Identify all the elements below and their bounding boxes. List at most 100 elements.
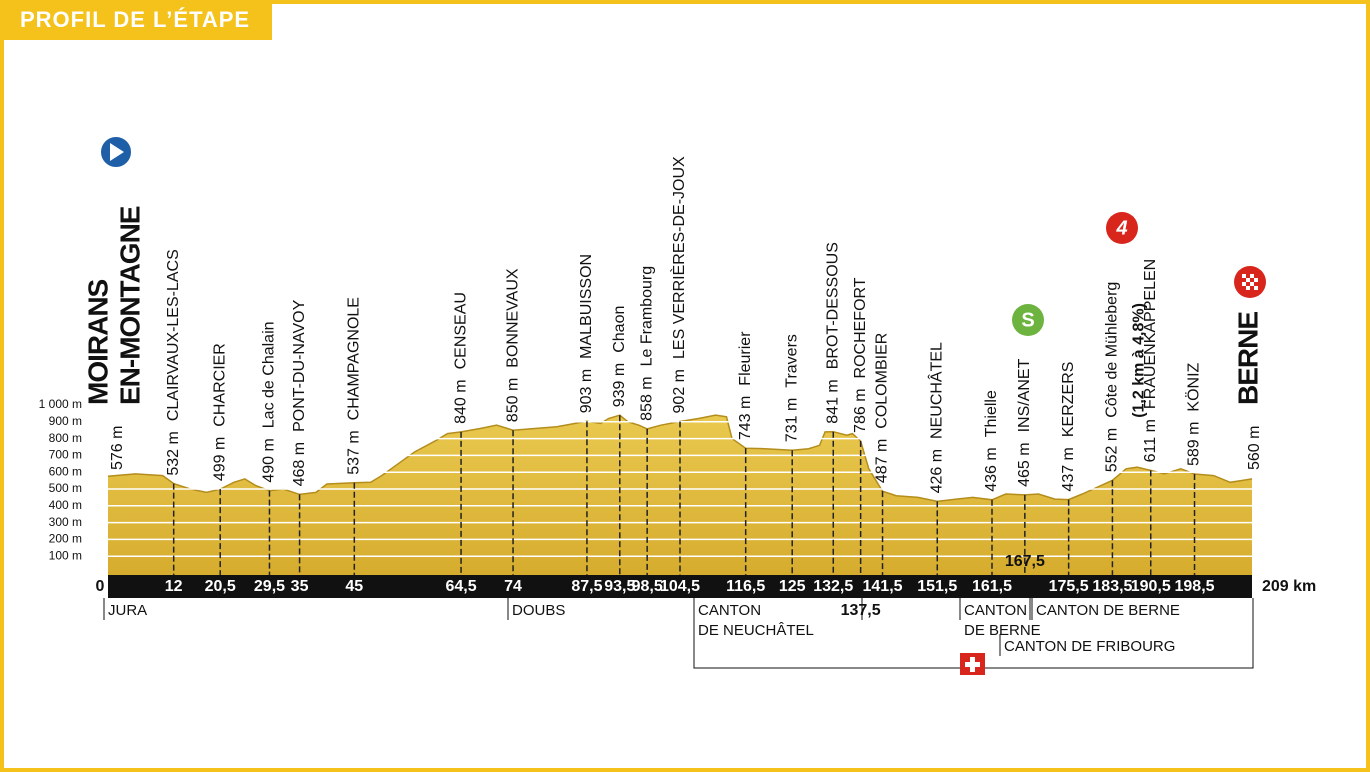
- y-tick-label: 800 m: [49, 431, 82, 445]
- region-label: CANTON DE FRIBOURG: [1004, 638, 1175, 655]
- altitude-label: 499 m: [211, 437, 228, 481]
- waypoint-name: CENSEAU: [452, 292, 469, 369]
- page-title: PROFIL DE L’ÉTAPE: [20, 7, 250, 32]
- finish-check: [1242, 282, 1246, 286]
- km-bar: [108, 575, 1252, 598]
- altitude-label: 426 m: [928, 449, 945, 493]
- altitude-label: 537 m: [346, 430, 363, 474]
- waypoint-name: KÖNIZ: [1185, 362, 1203, 411]
- flag-cross: [965, 657, 980, 672]
- region-label: DE BERNE: [964, 622, 1041, 639]
- waypoint-name: LES VERRIÈRES-DE-JOUX: [669, 156, 688, 359]
- region-label: CANTON DE BERNE: [1036, 602, 1180, 619]
- altitude-label: 841 m: [824, 379, 841, 423]
- waypoint-name: FRAUENKAPPELEN: [1142, 259, 1159, 409]
- km-label: 137,5: [841, 602, 881, 619]
- km-label: 151,5: [917, 578, 957, 595]
- km-label: 74: [504, 578, 522, 595]
- altitude-label: 611 m: [1142, 419, 1159, 462]
- km-label: 93,5: [604, 578, 635, 595]
- y-tick-label: 700 m: [49, 448, 82, 462]
- waypoint-name: Lac de Chalain: [261, 321, 278, 428]
- waypoint-name: Travers: [783, 334, 800, 388]
- region-label: CANTON: [964, 602, 1027, 619]
- waypoint-name: Fleurier: [737, 331, 754, 386]
- waypoint-name: CHAMPAGNOLE: [346, 297, 363, 420]
- altitude-label: 743 m: [737, 396, 754, 440]
- altitude-label: 902 m: [671, 369, 688, 413]
- km-label: 98,5: [632, 578, 663, 595]
- y-tick-label: 100 m: [49, 548, 82, 562]
- km-label: 64,5: [445, 578, 476, 595]
- finish-check: [1250, 282, 1254, 286]
- sprint-label: S: [1021, 309, 1034, 331]
- km-label: 132,5: [813, 578, 853, 595]
- km-label: 198,5: [1175, 578, 1215, 595]
- climb-label: 4: [1115, 217, 1127, 239]
- km-label: 0: [96, 578, 105, 595]
- climb-circle: [1106, 212, 1138, 244]
- km-label: 29,5: [254, 578, 285, 595]
- km-label: 20,5: [205, 578, 236, 595]
- altitude-label: 786 m: [852, 388, 869, 432]
- swiss-flag: [960, 653, 985, 675]
- km-label: 175,5: [1049, 578, 1089, 595]
- y-tick-label: 300 m: [49, 515, 82, 529]
- waypoint-name: CLAIRVAUX-LES-LACS: [165, 249, 182, 421]
- start-finish-name: BERNE: [1232, 312, 1263, 405]
- y-tick-label: 1 000 m: [39, 397, 82, 411]
- altitude-label: 468 m: [291, 442, 308, 486]
- y-tick-label: 400 m: [49, 498, 82, 512]
- altitude-label: 576 m: [109, 426, 126, 470]
- km-label: 116,5: [726, 578, 765, 595]
- altitude-label: 903 m: [578, 369, 595, 413]
- altitude-label: 731 m: [783, 398, 800, 442]
- start-arrow: [110, 143, 124, 161]
- altitude-label: 490 m: [261, 438, 278, 482]
- altitude-label: 939 m: [611, 363, 628, 407]
- km-label: 161,5: [972, 578, 1012, 595]
- y-tick-label: 900 m: [49, 414, 82, 428]
- km-label: 12: [165, 578, 183, 595]
- km-label: 35: [291, 578, 309, 595]
- km-label: 45: [345, 578, 363, 595]
- waypoint-name: INS/ANET: [1016, 358, 1033, 432]
- waypoint-name: Chaon: [611, 306, 628, 353]
- altitude-label: 436 m: [983, 447, 1000, 491]
- waypoint-name: ROCHEFORT: [852, 277, 869, 378]
- finish-check: [1242, 274, 1246, 278]
- region-label: DE NEUCHÂTEL: [698, 622, 814, 639]
- altitude-label: 465 m: [1016, 442, 1033, 486]
- km-label: 87,5: [571, 578, 602, 595]
- altitude-label: 850 m: [504, 378, 521, 422]
- km-label: 141,5: [863, 578, 903, 595]
- finish-check: [1250, 274, 1254, 278]
- sprint-circle: [1012, 304, 1044, 336]
- km-label: 209 km: [1262, 578, 1316, 595]
- waypoint-name: Thielle: [983, 390, 1000, 437]
- region-label: CANTON: [698, 602, 761, 619]
- start-finish-name: MOIRANS: [82, 279, 113, 405]
- waypoint-name: MALBUISSON: [578, 254, 595, 359]
- km-label: 183,5: [1092, 578, 1132, 595]
- waypoint-name: NEUCHÂTEL: [926, 342, 945, 439]
- altitude-label: 487 m: [874, 439, 891, 483]
- waypoint-name: KERZERS: [1060, 362, 1077, 438]
- region-label: JURA: [108, 602, 147, 619]
- km-label: 104,5: [660, 578, 700, 595]
- waypoint-name: (1,2 km à 4,8%): [1131, 303, 1148, 418]
- altitude-label: 840 m: [452, 379, 469, 423]
- altitude-label: 858 m: [638, 376, 655, 420]
- altitude-label: 532 m: [165, 431, 182, 475]
- y-tick-label: 600 m: [49, 464, 82, 478]
- region-label: DOUBS: [512, 602, 565, 619]
- altitude-label: 560 m: [1246, 426, 1263, 470]
- waypoint-name: PONT-DU-NAVOY: [291, 299, 308, 431]
- waypoint-name: COLOMBIER: [874, 333, 891, 429]
- finish-check: [1254, 278, 1258, 282]
- start-finish-name: EN-MONTAGNE: [114, 206, 145, 405]
- y-tick-label: 500 m: [49, 481, 82, 495]
- altitude-label: 589 m: [1186, 422, 1203, 466]
